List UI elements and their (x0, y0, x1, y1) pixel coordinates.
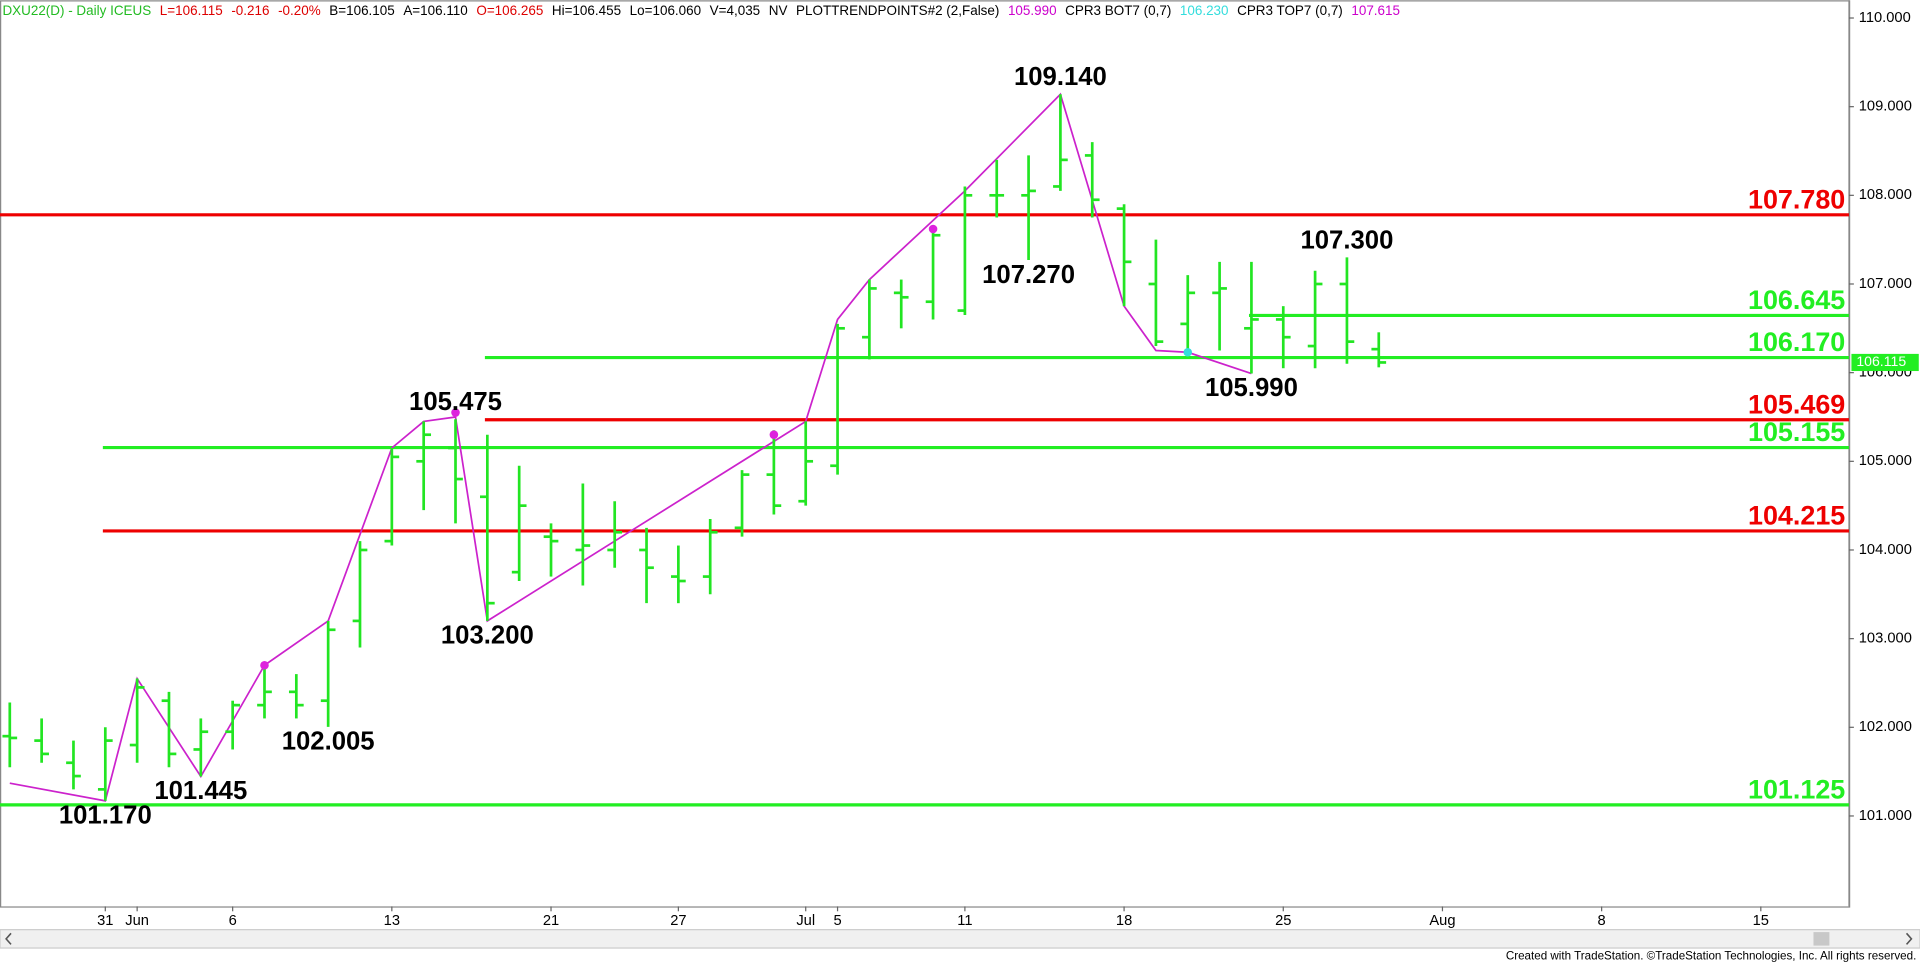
y-tick-label: 109.000 (1859, 99, 1912, 115)
x-tick-label: Jul (796, 913, 815, 929)
x-tick-label: 31 (97, 913, 113, 929)
scrollbar[interactable] (0, 929, 1920, 949)
pivot-label: 107.300 (1300, 226, 1393, 254)
header-item: 106.230 (1180, 3, 1229, 18)
pivot-label: 102.005 (282, 728, 375, 756)
level-label: 107.780 (1748, 184, 1845, 214)
trend-point (1183, 347, 1193, 357)
pivot-label: 105.990 (1205, 374, 1298, 402)
header-item: -0.20% (278, 3, 321, 18)
header-item: CPR3 BOT7 (0,7) (1065, 3, 1171, 18)
level-label: 105.469 (1748, 389, 1845, 419)
x-tick-label: 5 (833, 913, 841, 929)
header-item: PLOTTRENDPOINTS#2 (2,False) (796, 3, 999, 18)
pivot-label: 103.200 (441, 622, 534, 650)
header-item: V=4,035 (710, 3, 761, 18)
pivot-label: 105.475 (409, 388, 502, 416)
header-item: DXU22(D) - Daily ICEUS (2, 3, 151, 18)
x-tick-label: 6 (229, 913, 237, 929)
scroll-right[interactable] (1905, 932, 1913, 945)
y-tick-label: 102.000 (1859, 719, 1912, 735)
header-item: NV (769, 3, 788, 18)
x-tick-label: 8 (1598, 913, 1606, 929)
pivot-label: 101.170 (59, 802, 152, 830)
header-item: Hi=106.455 (552, 3, 621, 18)
last-price-box (1851, 353, 1919, 372)
trend-point (260, 660, 269, 670)
pivot-label: 107.270 (982, 261, 1075, 289)
trend-point (928, 224, 938, 234)
header-item: A=106.110 (403, 3, 467, 18)
y-tick-label: 104.000 (1859, 542, 1912, 558)
level-label: 101.125 (1748, 775, 1845, 805)
y-tick-label: 108.000 (1859, 187, 1912, 203)
header-item: -0.216 (231, 3, 269, 18)
x-tick-label: 25 (1275, 913, 1291, 929)
trend-point (769, 430, 779, 440)
level-label: 106.170 (1748, 327, 1845, 357)
y-tick-label: 110.000 (1859, 10, 1911, 26)
header-item: L=106.115 (160, 3, 223, 18)
pivot-label: 109.140 (1014, 63, 1107, 91)
scroll-thumb[interactable] (1813, 932, 1830, 946)
last-price-label: 106.115 (1856, 353, 1906, 369)
x-tick-label: 13 (384, 913, 400, 929)
level-label: 104.215 (1748, 501, 1845, 531)
header-item: B=106.105 (329, 3, 394, 18)
x-tick-label: 11 (957, 913, 972, 929)
header-item: Lo=106.060 (630, 3, 701, 18)
header-item: CPR3 TOP7 (0,7) (1237, 3, 1343, 18)
x-tick-label: Jun (125, 913, 149, 929)
y-tick-label: 107.000 (1859, 276, 1912, 292)
footer: Created with TradeStation. ©TradeStation… (1506, 950, 1917, 963)
trend-point (451, 408, 460, 417)
x-tick-label: 15 (1753, 913, 1769, 929)
level-label: 106.645 (1748, 285, 1845, 315)
scroll-left[interactable] (5, 932, 12, 945)
scroll-track[interactable] (0, 929, 1920, 949)
x-tick-label: 18 (1116, 913, 1132, 929)
pivot-label: 101.445 (154, 777, 247, 805)
x-tick-label: 27 (670, 913, 686, 929)
x-tick-label: Aug (1429, 913, 1455, 929)
y-tick-label: 103.000 (1859, 631, 1912, 647)
header-item: 107.615 (1351, 3, 1400, 18)
y-tick-label: 105.000 (1859, 453, 1912, 469)
level-label: 105.155 (1748, 417, 1845, 447)
header-item: O=106.265 (476, 3, 543, 18)
header-item: 105.990 (1008, 3, 1057, 18)
x-tick-label: 21 (543, 913, 559, 929)
y-tick-label: 101.000 (1859, 808, 1912, 824)
